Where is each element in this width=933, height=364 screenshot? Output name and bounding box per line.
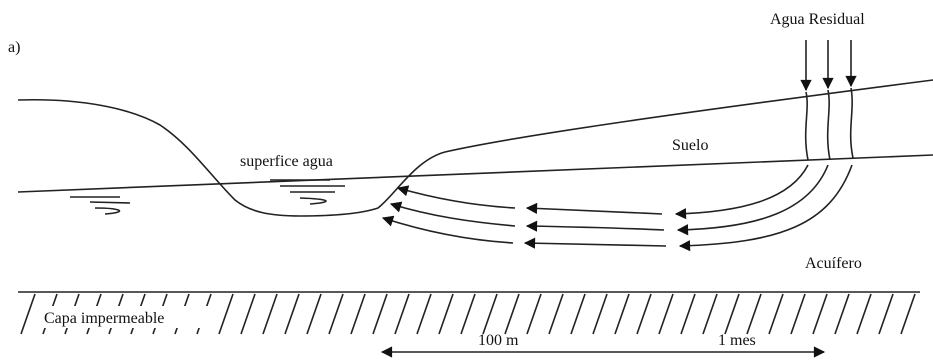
water-table (18, 155, 933, 192)
hatch-line (241, 294, 255, 334)
diagram: a) Agua Residual Suelo superfice agua Ac… (0, 0, 933, 364)
hatch-line (813, 294, 827, 334)
hatch-line (835, 294, 849, 334)
hatch-line (483, 294, 497, 334)
hatch-line (681, 294, 695, 334)
soil-label: Suelo (672, 137, 708, 154)
aquifer-label: Acuífero (805, 255, 862, 272)
hatch-line (615, 294, 629, 334)
hatch-line (439, 294, 453, 334)
wastewater-label: Agua Residual (770, 11, 865, 28)
hatch-line (351, 294, 365, 334)
hatch-line (637, 294, 651, 334)
hatch-line (527, 294, 541, 334)
time-label: 1 mes (718, 332, 756, 349)
hatch-line (857, 294, 871, 334)
hatch-line (747, 294, 761, 334)
hatch-line (373, 294, 387, 334)
hatch-line (505, 294, 519, 334)
hatch-line (725, 294, 739, 334)
hatch-line (329, 294, 343, 334)
ground-surface (18, 80, 933, 216)
hatch-line (791, 294, 805, 334)
flow-arrows (383, 165, 852, 246)
hatch-line (417, 294, 431, 334)
hatch-line (659, 294, 673, 334)
hatch-line (219, 294, 233, 334)
hatch-line (307, 294, 321, 334)
hatch-line (879, 294, 893, 334)
hatch-line (769, 294, 783, 334)
hatch-line (285, 294, 299, 334)
impermeable-label: Capa impermeable (44, 310, 164, 327)
hatch-line (901, 294, 915, 334)
hatch-line (703, 294, 717, 334)
hatch-line (549, 294, 563, 334)
panel-label: a) (8, 39, 20, 56)
infiltration-arrows (806, 40, 853, 160)
hatch-line (21, 294, 35, 334)
water-surface-label: superfice agua (240, 153, 333, 170)
hatch-line (263, 294, 277, 334)
hatch-line (593, 294, 607, 334)
distance-label: 100 m (478, 332, 519, 349)
hatch-line (571, 294, 585, 334)
hatch-line (461, 294, 475, 334)
hatch-line (395, 294, 409, 334)
